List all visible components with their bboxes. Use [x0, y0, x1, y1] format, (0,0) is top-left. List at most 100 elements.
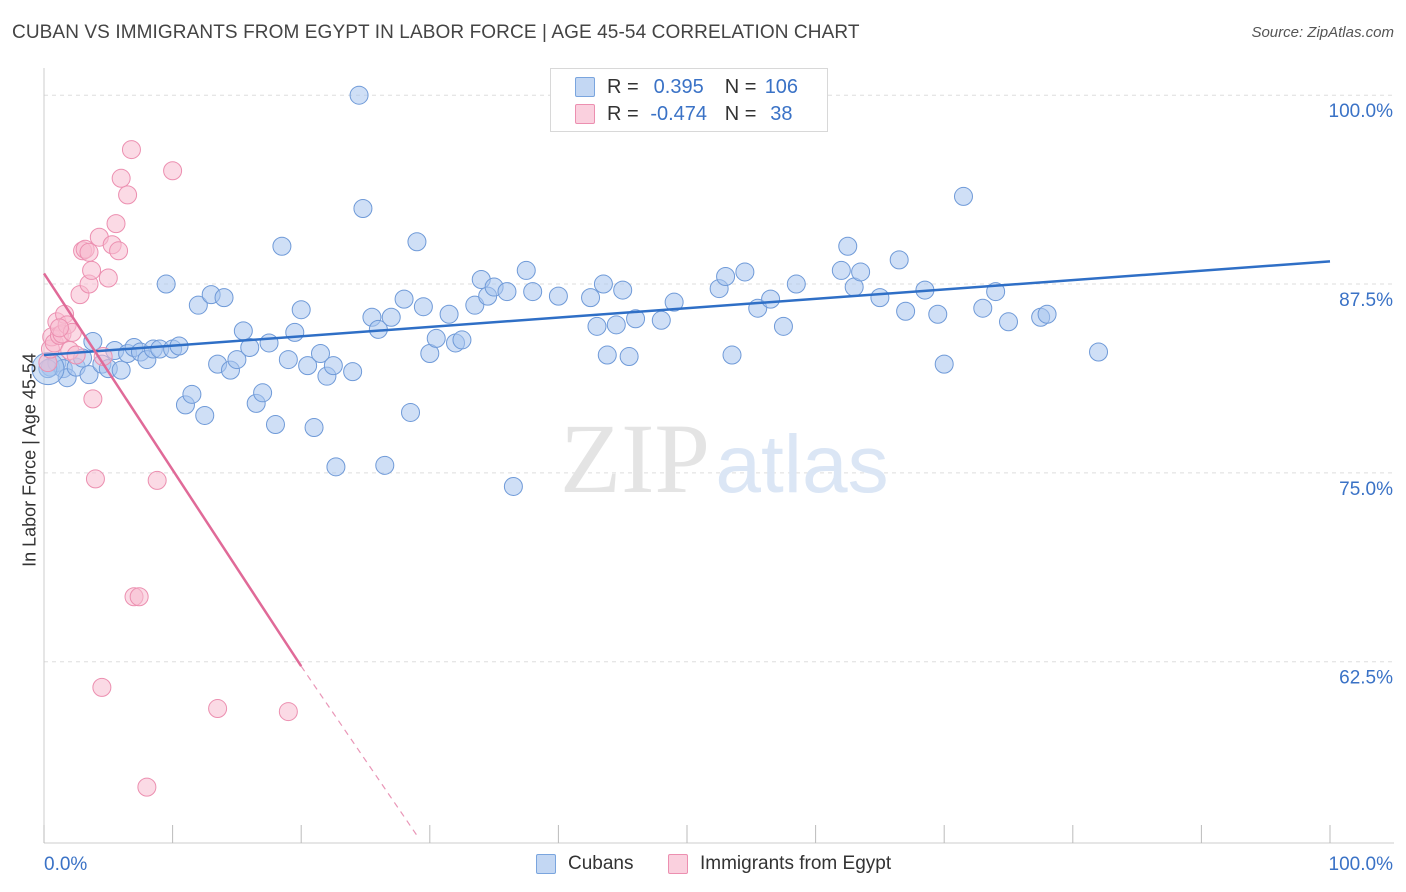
data-point-cubans-41	[304, 418, 324, 438]
data-point-cubans-74	[597, 345, 617, 365]
data-point-cubans-94	[889, 250, 909, 270]
data-point-cubans-23	[188, 295, 208, 315]
data-point-cubans-90	[838, 236, 858, 256]
data-point-cubans-47	[349, 85, 369, 105]
x-tick-label-1: 100.0%	[1329, 854, 1394, 875]
data-point-egypt-35	[278, 702, 298, 722]
data-point-cubans-34	[259, 333, 279, 353]
data-point-egypt-25	[111, 168, 131, 188]
legend-r-value: -0.474	[650, 102, 708, 125]
data-point-cubans-29	[227, 350, 247, 370]
watermark: ZIP atlas	[560, 403, 889, 514]
data-point-cubans-88	[786, 274, 806, 294]
legend-swatch-egypt	[575, 104, 595, 124]
data-point-egypt-27	[121, 140, 141, 160]
data-point-cubans-36	[272, 236, 292, 256]
data-point-cubans-75	[606, 315, 626, 335]
data-point-cubans-73	[593, 274, 613, 294]
data-point-cubans-99	[953, 186, 973, 206]
data-point-cubans-93	[870, 288, 890, 308]
data-point-cubans-39	[291, 300, 311, 320]
data-point-cubans-35	[265, 415, 285, 435]
data-point-egypt-17	[83, 389, 103, 409]
y-tick-label-2: 75.0%	[1339, 479, 1393, 500]
watermark-zip: ZIP	[560, 403, 710, 514]
trend-lines	[42, 260, 1331, 836]
data-point-cubans-71	[581, 288, 601, 308]
data-point-cubans-98	[934, 354, 954, 374]
data-point-cubans-51	[375, 455, 395, 475]
trend-line-cubans	[43, 260, 1331, 357]
data-point-egypt-26	[118, 185, 138, 205]
bottom-legend-cubans: Cubans	[536, 852, 634, 876]
data-point-cubans-53	[394, 289, 414, 309]
data-point-cubans-30	[233, 321, 253, 341]
data-point-egypt-34	[208, 699, 228, 719]
data-point-cubans-40	[298, 356, 318, 376]
data-point-cubans-70	[548, 286, 568, 306]
data-point-egypt-37	[49, 318, 69, 338]
data-point-cubans-46	[343, 362, 363, 382]
data-point-cubans-54	[401, 402, 421, 422]
data-point-egypt-31	[147, 470, 167, 490]
source-label: Source: ZipAtlas.com	[1251, 24, 1394, 41]
legend-n-value: 38	[770, 102, 793, 125]
data-point-cubans-68	[516, 260, 536, 280]
data-point-cubans-56	[413, 297, 433, 317]
data-point-cubans-78	[626, 309, 646, 329]
series-egypt-points	[38, 140, 298, 797]
data-point-cubans-87	[773, 316, 793, 336]
y-tick-label-1: 87.5%	[1339, 290, 1393, 311]
data-point-cubans-95	[896, 301, 916, 321]
data-point-egypt-24	[109, 241, 129, 261]
data-point-egypt-23	[106, 214, 126, 234]
y-axis-label: In Labor Force | Age 45-54	[19, 353, 40, 567]
data-point-cubans-105	[1089, 342, 1109, 362]
data-point-cubans-92	[851, 262, 871, 282]
data-point-cubans-58	[426, 328, 446, 348]
data-point-cubans-97	[928, 304, 948, 324]
data-point-egypt-16	[82, 260, 102, 280]
data-point-cubans-42	[310, 344, 330, 364]
data-point-cubans-77	[619, 347, 639, 367]
data-point-cubans-72	[587, 316, 607, 336]
data-point-cubans-22	[182, 384, 202, 404]
data-point-cubans-83	[722, 345, 742, 365]
data-point-cubans-80	[664, 292, 684, 312]
data-point-cubans-20	[156, 274, 176, 294]
legend-row-cubans: R = 0.395 N = 106	[575, 75, 806, 99]
legend-n-value: 106	[764, 75, 799, 98]
data-point-cubans-104	[1037, 304, 1057, 324]
data-point-egypt-36	[79, 242, 99, 262]
data-point-cubans-82	[716, 266, 736, 286]
data-point-cubans-33	[253, 383, 273, 403]
legend-n-label: N =	[724, 102, 757, 125]
data-point-cubans-31	[240, 337, 260, 357]
watermark-atlas: atlas	[715, 419, 888, 510]
data-point-egypt-11	[66, 345, 86, 365]
data-point-cubans-61	[452, 330, 472, 350]
data-point-cubans-24	[195, 405, 215, 425]
data-point-cubans-37	[278, 350, 298, 370]
data-point-egypt-33	[92, 677, 112, 697]
tick-labels: 100.0% 87.5% 75.0% 62.5% 0.0% 100.0%	[44, 101, 1393, 875]
data-point-cubans-59	[439, 304, 459, 324]
data-point-egypt-29	[129, 587, 149, 607]
data-point-cubans-62	[465, 295, 485, 315]
data-point-cubans-27	[214, 288, 234, 308]
data-point-cubans-86	[761, 289, 781, 309]
data-point-cubans-55	[407, 232, 427, 252]
data-point-egypt-21	[98, 268, 118, 288]
gridlines	[44, 94, 1394, 663]
data-point-cubans-76	[613, 280, 633, 300]
legend-row-egypt: R = -0.474 N = 38	[575, 102, 806, 126]
bottom-legend-label-egypt: Immigrants from Egypt	[700, 853, 892, 874]
bottom-legend-label-cubans: Cubans	[568, 853, 634, 874]
trend-line-egypt-extrapolated	[300, 665, 418, 836]
series-cubans-points	[31, 85, 1109, 496]
y-tick-label-0: 100.0%	[1329, 101, 1394, 122]
data-point-cubans-84	[735, 262, 755, 282]
data-point-egypt-32	[163, 161, 183, 181]
bottom-legend-egypt: Immigrants from Egypt	[668, 852, 891, 876]
